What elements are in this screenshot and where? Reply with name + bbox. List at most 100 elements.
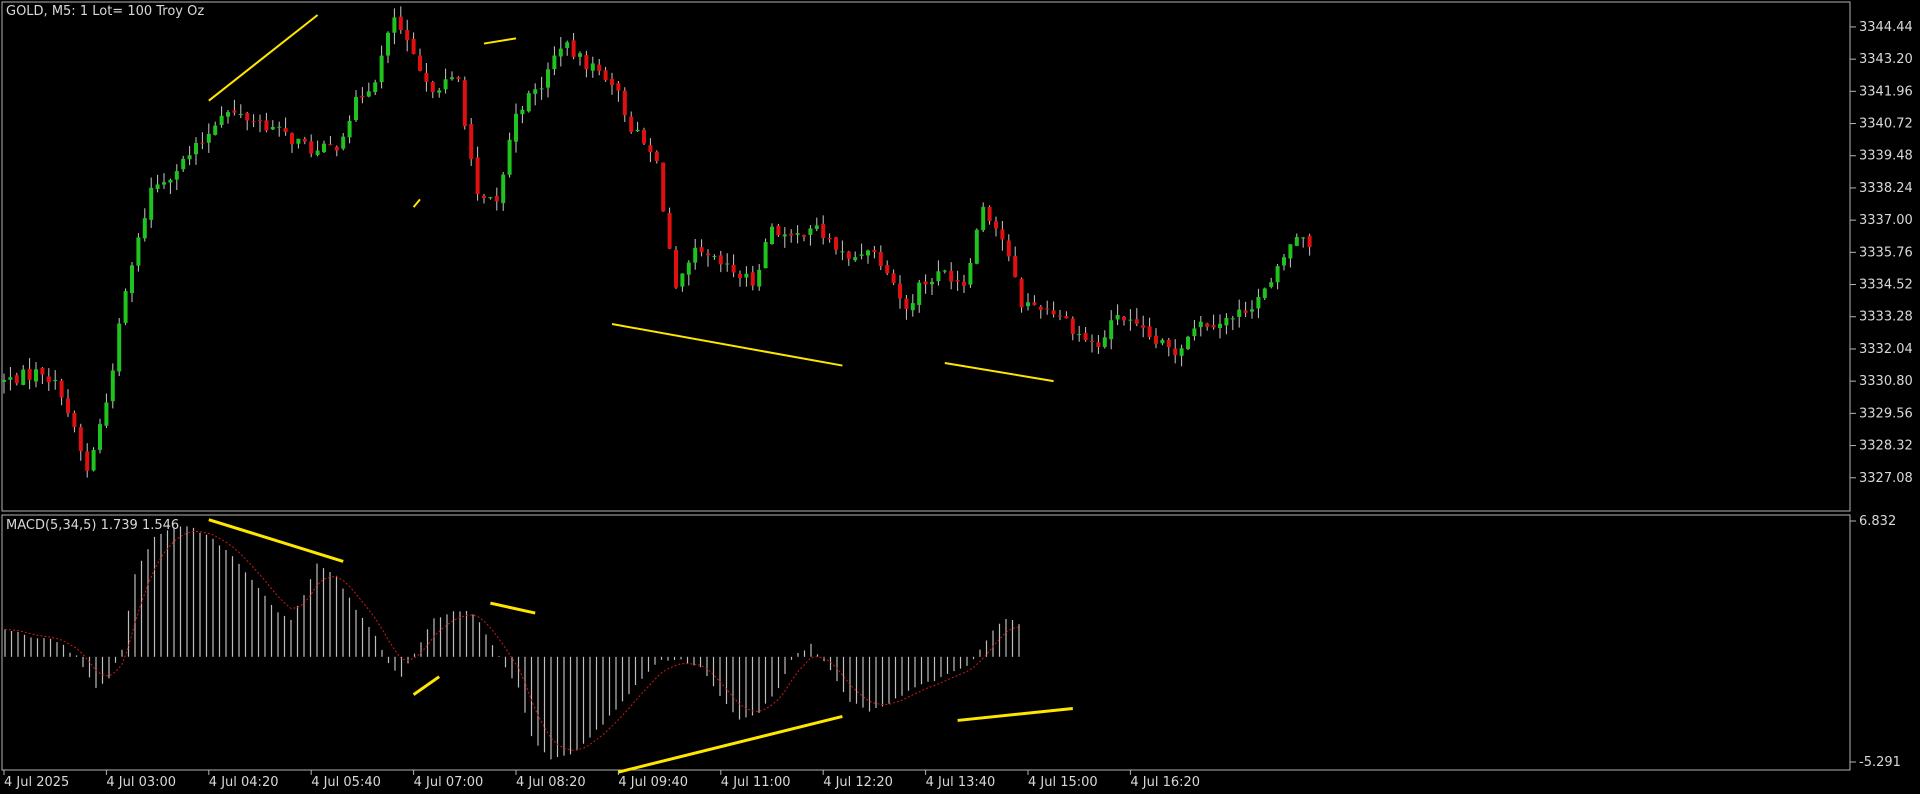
candle-body xyxy=(66,398,70,414)
candle-body xyxy=(1224,318,1229,326)
price-trendline[interactable] xyxy=(412,198,421,208)
time-tick-label: 4 Jul 07:00 xyxy=(414,775,484,790)
candle xyxy=(1205,322,1210,331)
macd-trendline[interactable] xyxy=(618,715,843,774)
candle-body xyxy=(123,291,128,323)
candle-body xyxy=(1083,332,1088,341)
candle-body xyxy=(392,17,397,33)
candle xyxy=(315,140,320,157)
candle-body xyxy=(1166,340,1171,347)
candle-body xyxy=(859,254,864,256)
candle xyxy=(1307,233,1312,256)
time-tick-label: 4 Jul 11:00 xyxy=(721,775,791,790)
candle-body xyxy=(661,162,666,212)
price-tick-label: 3335.76 xyxy=(1859,245,1913,260)
candle-body xyxy=(898,283,902,299)
candle-body xyxy=(776,225,781,236)
candle-body xyxy=(866,250,870,256)
candle xyxy=(91,447,96,472)
candle xyxy=(680,273,685,292)
candle xyxy=(1282,253,1286,271)
macd-trendline[interactable] xyxy=(412,675,441,696)
candle-body xyxy=(91,449,96,471)
macd-trendline[interactable] xyxy=(208,518,344,563)
candle xyxy=(1288,244,1293,268)
candle-body xyxy=(418,55,422,72)
candle xyxy=(642,127,646,146)
candle xyxy=(309,134,314,158)
candle-body xyxy=(635,129,640,132)
price-tick-label: 3333.28 xyxy=(1859,310,1913,325)
candle-body xyxy=(1282,257,1286,266)
price-trendline[interactable] xyxy=(944,361,1054,383)
macd-histogram xyxy=(4,526,1020,760)
price-trendline[interactable] xyxy=(208,14,319,102)
candle xyxy=(270,120,275,131)
candle xyxy=(1147,317,1152,340)
price-trendlines[interactable] xyxy=(208,14,1054,383)
candle xyxy=(1294,233,1299,247)
candle-body xyxy=(1077,334,1082,336)
candle-body xyxy=(1205,323,1210,327)
candle-body xyxy=(200,142,205,144)
candle xyxy=(1134,308,1139,327)
candle xyxy=(725,253,730,272)
candle xyxy=(1154,328,1158,349)
price-trendline[interactable] xyxy=(483,37,517,45)
candle xyxy=(1301,236,1306,248)
candle xyxy=(520,105,525,124)
candle-body xyxy=(686,262,691,275)
price-pane[interactable] xyxy=(1,1,1851,512)
candle-body xyxy=(187,155,192,160)
candle-body xyxy=(1090,341,1094,343)
candle xyxy=(891,269,896,286)
candle-body xyxy=(565,42,570,49)
candle-body xyxy=(302,138,307,142)
candle-body xyxy=(290,133,294,145)
candle-body xyxy=(174,171,179,180)
candle xyxy=(437,87,442,98)
candle xyxy=(373,79,378,96)
candle-body xyxy=(213,125,218,135)
candle xyxy=(1000,220,1005,251)
candle-body xyxy=(936,271,941,282)
candle-body xyxy=(398,16,403,31)
candle-body xyxy=(110,370,115,402)
macd-trendline[interactable] xyxy=(490,601,536,615)
candle-body xyxy=(910,303,915,311)
candle xyxy=(635,121,640,132)
candle xyxy=(27,358,32,390)
candle-body xyxy=(597,64,602,71)
candle xyxy=(14,372,19,386)
time-tick-label: 4 Jul 2025 xyxy=(4,775,69,790)
candle xyxy=(1186,335,1190,351)
price-trendline[interactable] xyxy=(611,323,843,367)
candle xyxy=(1269,277,1274,289)
candle-body xyxy=(648,145,653,153)
candle-body xyxy=(59,380,64,398)
candle-body xyxy=(699,247,704,253)
candle xyxy=(546,62,550,98)
price-tick-label: 3334.52 xyxy=(1859,278,1913,293)
candle xyxy=(142,208,147,242)
candle-body xyxy=(1096,342,1101,347)
candle xyxy=(1090,334,1094,353)
candle xyxy=(1262,287,1267,301)
candle-body xyxy=(821,223,826,239)
candle-body xyxy=(53,379,58,382)
macd-trendlines[interactable] xyxy=(208,518,1073,774)
candle xyxy=(1243,301,1248,318)
candle-body xyxy=(718,255,723,265)
candle-body xyxy=(1160,339,1165,344)
candle-body xyxy=(194,142,198,155)
candle-body xyxy=(258,119,262,121)
candle-body xyxy=(987,206,992,221)
time-axis: 4 Jul 2025 4 Jul 03:00 4 Jul 04:20 4 Jul 05… xyxy=(3,770,1200,790)
candle xyxy=(194,137,198,165)
candle-body xyxy=(488,197,493,199)
candle-body xyxy=(27,368,32,380)
macd-trendline[interactable] xyxy=(957,707,1073,722)
candle-body xyxy=(1102,337,1107,347)
candle-body xyxy=(731,264,736,273)
